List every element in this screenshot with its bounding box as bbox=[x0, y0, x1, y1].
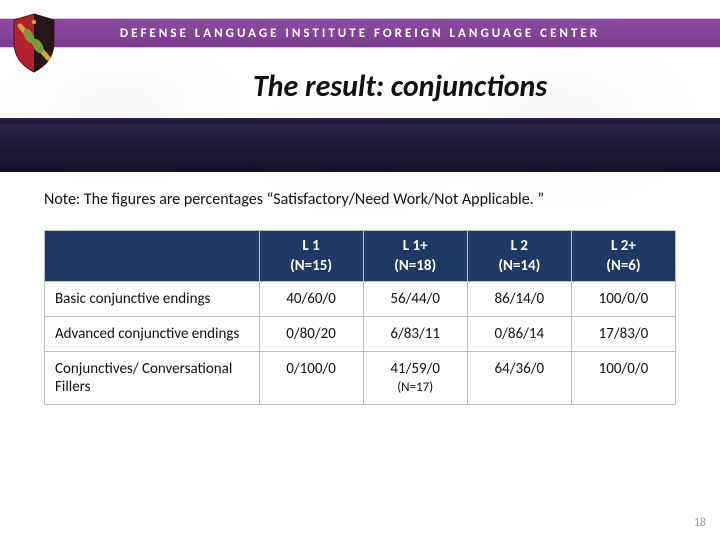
col-header-label: L 1+(N=18) bbox=[368, 237, 463, 275]
row-label: Conjunctives/ Conversational Fillers bbox=[45, 352, 260, 405]
col-header-l2plus: L 2+(N=6) bbox=[571, 231, 675, 282]
slide-title: The result: conjunctions bbox=[110, 68, 690, 105]
cell: 56/44/0 bbox=[363, 282, 467, 317]
col-header-label: L 1(N=15) bbox=[264, 237, 359, 275]
cell: 100/0/0 bbox=[571, 282, 675, 317]
cell: 100/0/0 bbox=[571, 352, 675, 405]
cell: 0/80/20 bbox=[259, 317, 363, 352]
cell: 0/100/0 bbox=[259, 352, 363, 405]
cell: 41/59/0(N=17) bbox=[363, 352, 467, 405]
cell: 0/86/14 bbox=[467, 317, 571, 352]
col-header-label: L 2+(N=6) bbox=[576, 237, 671, 275]
cell: 17/83/0 bbox=[571, 317, 675, 352]
col-header-label: L 2(N=14) bbox=[472, 237, 567, 275]
col-header-l2: L 2(N=14) bbox=[467, 231, 571, 282]
col-header-blank bbox=[45, 231, 260, 282]
table-header-row: L 1(N=15) L 1+(N=18) L 2(N=14) L 2+(N=6) bbox=[45, 231, 676, 282]
table-row: Basic conjunctive endings 40/60/0 56/44/… bbox=[45, 282, 676, 317]
org-banner: DEFENSE LANGUAGE INSTITUTE FOREIGN LANGU… bbox=[0, 18, 720, 48]
crest-icon bbox=[8, 12, 60, 74]
col-header-l1plus: L 1+(N=18) bbox=[363, 231, 467, 282]
col-header-l1: L 1(N=15) bbox=[259, 231, 363, 282]
table-row: Conjunctives/ Conversational Fillers 0/1… bbox=[45, 352, 676, 405]
org-banner-text: DEFENSE LANGUAGE INSTITUTE FOREIGN LANGU… bbox=[120, 26, 600, 41]
row-label: Basic conjunctive endings bbox=[45, 282, 260, 317]
row-label: Advanced conjunctive endings bbox=[45, 317, 260, 352]
page-number: 18 bbox=[694, 516, 706, 530]
cell: 64/36/0 bbox=[467, 352, 571, 405]
divider-bar bbox=[0, 124, 720, 172]
cell: 86/14/0 bbox=[467, 282, 571, 317]
results-table: L 1(N=15) L 1+(N=18) L 2(N=14) L 2+(N=6)… bbox=[44, 230, 676, 405]
table-row: Advanced conjunctive endings 0/80/20 6/8… bbox=[45, 317, 676, 352]
note-text: Note: The figures are percentages “Satis… bbox=[44, 190, 676, 209]
cell: 40/60/0 bbox=[259, 282, 363, 317]
cell: 6/83/11 bbox=[363, 317, 467, 352]
